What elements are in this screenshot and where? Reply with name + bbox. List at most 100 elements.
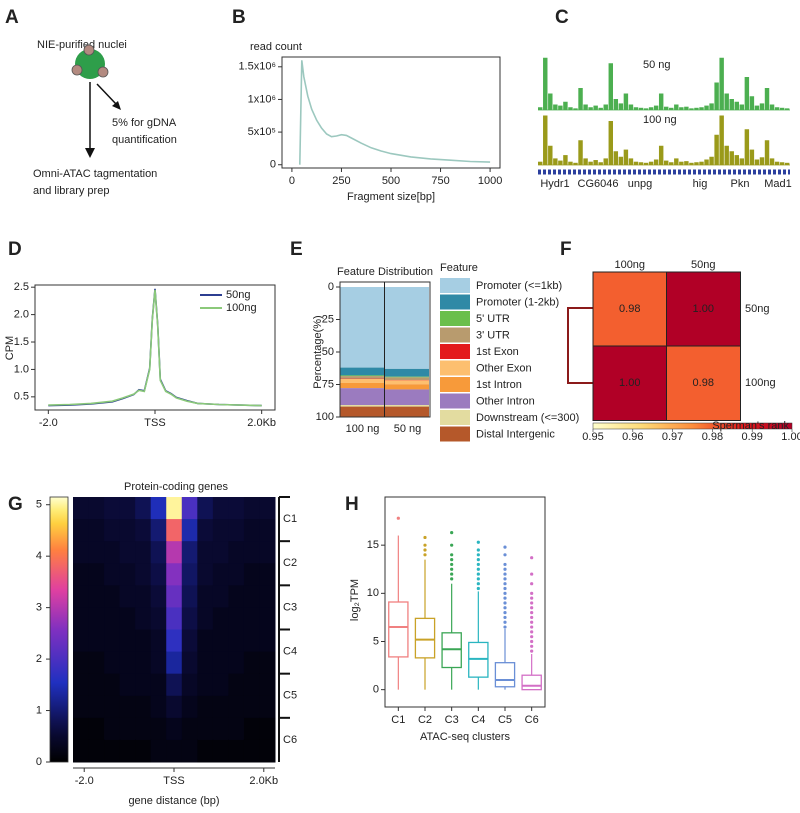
coverage-bar	[643, 162, 649, 165]
outlier	[530, 649, 534, 653]
heatmap-cell	[212, 717, 229, 741]
cluster-label: C5	[283, 690, 297, 702]
colorbar-tick-label: 1.00	[781, 431, 800, 443]
line-series	[299, 60, 491, 165]
heatmap-cell	[666, 271, 741, 347]
outlier	[450, 577, 454, 581]
panel-label: G	[8, 494, 23, 515]
cluster-label: C6	[283, 734, 297, 746]
heatmap-cell	[166, 739, 183, 763]
coverage-bar	[679, 161, 684, 165]
heatmap-cell	[150, 629, 167, 653]
heatmap-cell	[150, 739, 167, 763]
heatmap-cell	[104, 541, 121, 564]
outlier	[423, 543, 427, 547]
heatmap-cell	[119, 541, 136, 564]
coverage-bar	[749, 96, 755, 110]
heatmap-cell	[181, 651, 198, 675]
outlier	[396, 516, 400, 520]
coverage-bar	[669, 162, 674, 165]
panel-label: E	[290, 239, 303, 260]
heatmap-cell	[197, 519, 214, 542]
heatmap-cell	[212, 739, 229, 763]
heatmap-cell	[197, 629, 214, 653]
coverage-bar	[729, 99, 734, 110]
heatmap-cell	[228, 629, 245, 653]
heatmap-cell	[166, 673, 183, 697]
coverage-bar	[674, 158, 679, 165]
y-axis-label: read count	[250, 41, 302, 53]
x-tick-label: 2.0Kb	[249, 775, 278, 787]
heatmap-cell	[73, 563, 90, 586]
panel-label: A	[5, 7, 19, 28]
bar-segment	[340, 406, 384, 417]
y-tick-label: 0	[328, 281, 334, 293]
heatmap-cell	[181, 497, 198, 520]
coverage-bar	[709, 103, 714, 110]
heatmap-cell	[88, 497, 105, 520]
bar-segment	[340, 382, 384, 389]
y-tick-label: 75	[322, 378, 334, 390]
outlier	[503, 596, 507, 600]
coverage-bar	[603, 104, 608, 110]
coverage-bar	[779, 107, 785, 110]
coverage-bar	[714, 82, 719, 110]
bar-segment	[385, 368, 429, 377]
heatmap-cell	[181, 519, 198, 542]
heatmap-cell	[166, 651, 183, 675]
outlier	[503, 610, 507, 615]
colorbar	[49, 496, 69, 763]
row-label: 100ng	[745, 377, 776, 389]
heatmap-cell	[212, 585, 229, 608]
heatmap-cell	[243, 585, 260, 608]
coverage-bar	[734, 101, 739, 110]
coverage-bar	[744, 77, 750, 110]
heatmap-cell	[259, 607, 276, 630]
heatmap-cell	[88, 739, 105, 763]
heatmap-cell	[88, 695, 105, 719]
cluster-label: C1	[283, 513, 297, 525]
cell-label: 0.98	[693, 377, 714, 389]
y-tick-label: 1.5x10⁶	[238, 61, 276, 73]
heatmap-cell	[228, 651, 245, 675]
coverage-bar	[744, 129, 750, 165]
x-tick-label: 500	[382, 175, 400, 187]
coverage-bar	[764, 88, 770, 110]
heatmap-cell	[166, 541, 183, 564]
outlier	[450, 572, 454, 576]
legend-label: Other Intron	[476, 395, 535, 407]
bar-segment	[385, 380, 429, 385]
coverage-bar	[658, 93, 664, 110]
coverage-bar	[729, 151, 734, 165]
outlier	[503, 586, 507, 591]
heatmap-cell	[228, 541, 245, 564]
coverage-bar	[543, 57, 548, 110]
outlier	[503, 582, 507, 586]
legend-label: Promoter (1-2kb)	[476, 296, 559, 308]
heatmap-cell	[166, 497, 183, 520]
bar-segment	[340, 287, 384, 368]
legend-label: Other Exon	[476, 362, 532, 374]
outlier	[530, 591, 534, 595]
heatmap-cell	[181, 629, 198, 653]
box	[494, 662, 516, 688]
coverage-bar	[633, 107, 639, 110]
coverage-bar	[769, 104, 775, 110]
heatmap-cell	[73, 629, 90, 653]
colorbar-tick-label: 3	[36, 602, 42, 614]
heatmap-cell	[197, 717, 214, 741]
coverage-bar	[739, 104, 745, 110]
heatmap-cell	[135, 629, 152, 653]
cell-label: 1.00	[693, 303, 714, 315]
y-tick-label: 0	[270, 159, 276, 171]
y-tick-label: 2.0	[14, 309, 29, 321]
heatmap-cell	[119, 695, 136, 719]
outlier	[503, 625, 507, 629]
outlier	[503, 545, 507, 549]
bar-segment	[340, 376, 384, 379]
panel-label: D	[8, 239, 22, 260]
heatmap-cell	[104, 585, 121, 608]
heatmap-cell	[259, 695, 276, 719]
colorbar-tick-label: 0.95	[582, 431, 603, 443]
heatmap-cell	[73, 497, 90, 520]
